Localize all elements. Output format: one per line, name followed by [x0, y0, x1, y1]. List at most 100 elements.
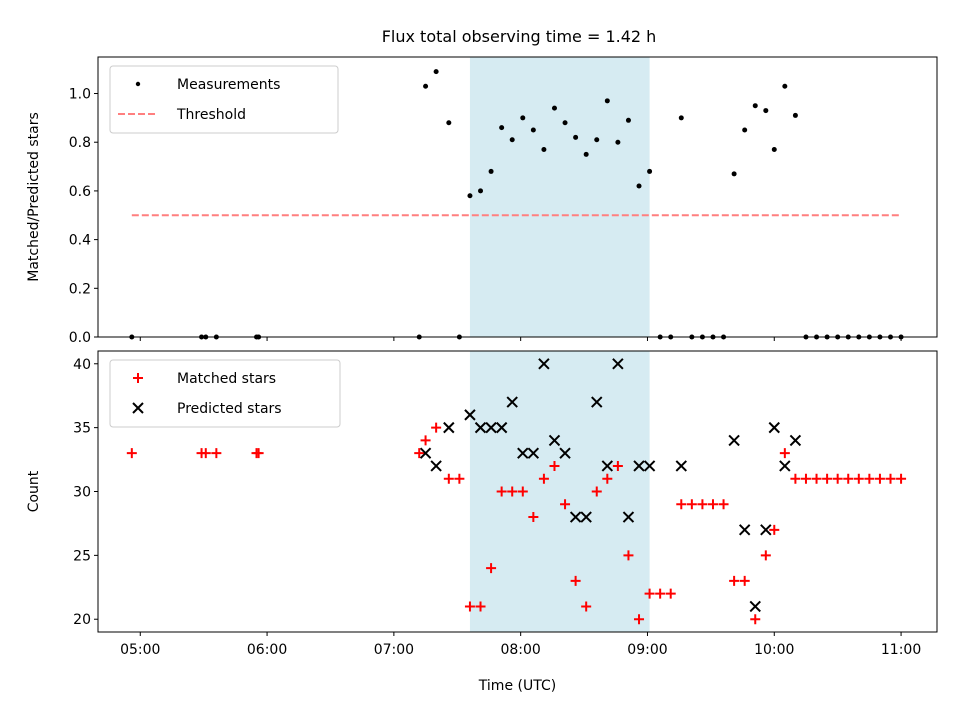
measurement-point	[488, 168, 494, 174]
measurement-point	[433, 69, 439, 75]
matched-star-point	[864, 473, 875, 484]
matched-star-point	[496, 486, 507, 497]
matched-star-point	[581, 601, 592, 612]
matched-star-point	[507, 486, 518, 497]
legend-predicted-stars-label: Predicted stars	[177, 401, 282, 417]
matched-star-point	[420, 435, 431, 446]
matched-star-point	[697, 499, 708, 510]
y-tick-label: 40	[73, 357, 91, 373]
predicted-star-point	[538, 358, 550, 370]
predicted-star-point	[622, 511, 635, 523]
predicted-star-point	[760, 524, 772, 536]
predicted-star-point	[548, 434, 561, 447]
measurement-point	[478, 188, 484, 194]
bottom-panel-axes: 20 25 30 35 40 05:00 06:00 07:00 08:00 09:00 10:00…	[73, 357, 921, 658]
y-tick-label: 0.8	[69, 135, 91, 151]
predicted-star-point	[591, 396, 603, 408]
matched-star-point	[612, 460, 623, 471]
predicted-star-point	[768, 421, 780, 434]
measurement-point	[423, 83, 429, 89]
matched-star-point	[623, 550, 634, 561]
matched-star-point	[414, 448, 425, 459]
matched-star-point	[528, 512, 539, 523]
matched-star-point	[602, 473, 613, 484]
measurement-point	[647, 168, 653, 174]
x-tick-label: 08:00	[500, 642, 540, 658]
matched-star-point	[686, 499, 697, 510]
predicted-star-point	[675, 460, 687, 472]
top-panel: 0.0 0.2 0.4 0.6 0.8 1.0 Matched/Predicted sta…	[26, 56, 938, 346]
measurement-point	[509, 137, 515, 143]
measurement-point	[792, 112, 798, 118]
matched-star-point	[126, 448, 137, 459]
matched-star-point	[644, 588, 655, 599]
matched-star-point	[800, 473, 811, 484]
legend-threshold-label: Threshold	[176, 107, 246, 123]
matched-star-point	[707, 499, 718, 510]
matched-star-point	[253, 448, 264, 459]
predicted-star-point	[559, 447, 571, 459]
matched-star-point	[760, 550, 771, 561]
predicted-star-point	[485, 421, 497, 434]
measurement-point	[771, 147, 777, 153]
measurement-point	[763, 108, 769, 114]
measurement-point	[562, 120, 568, 126]
predicted-star-point	[643, 460, 656, 472]
predicted-star-point	[601, 460, 614, 472]
matched-star-point	[591, 486, 602, 497]
predicted-star-point	[527, 447, 540, 459]
measurement-point	[520, 115, 526, 121]
predicted-star-point	[495, 421, 508, 434]
measurement-point	[467, 193, 473, 199]
matched-star-point	[885, 473, 896, 484]
measurement-point	[625, 117, 631, 123]
measurement-point	[636, 183, 642, 189]
bottom-panel-legend: Matched stars Predicted stars	[109, 359, 341, 428]
measurement-point	[782, 83, 788, 89]
y-tick-label: 25	[73, 548, 91, 564]
measurement-point	[573, 134, 579, 140]
observing-window-span	[469, 57, 650, 337]
measurement-point	[594, 137, 600, 143]
matched-star-point	[874, 473, 885, 484]
measurement-point	[499, 125, 505, 131]
matched-star-point	[811, 473, 822, 484]
x-tick-label: 07:00	[374, 642, 414, 658]
predicted-star-point	[569, 511, 582, 523]
top-panel-legend-box	[109, 65, 339, 134]
top-panel-legend: Measurements Threshold	[109, 65, 339, 134]
y-tick-label: 35	[73, 421, 91, 437]
legend-measurements-marker	[135, 81, 141, 87]
matched-star-point	[634, 614, 645, 625]
top-panel-ylabel: Matched/Predicted stars	[26, 112, 42, 282]
matched-star-point	[665, 588, 676, 599]
matched-star-point	[486, 563, 497, 574]
matched-star-point	[560, 499, 571, 510]
bottom-panel-marks	[126, 358, 907, 625]
matched-star-point	[853, 473, 864, 484]
matched-star-point	[729, 575, 740, 586]
predicted-star-point	[779, 460, 791, 472]
predicted-star-point	[738, 524, 751, 536]
matched-star-point	[655, 588, 666, 599]
y-tick-label: 20	[73, 612, 91, 628]
measurement-point	[551, 105, 557, 111]
y-tick-label: 0.6	[69, 184, 91, 200]
matched-star-point	[676, 499, 687, 510]
predicted-star-point	[506, 396, 518, 408]
legend-matched-stars-marker	[133, 373, 143, 383]
top-panel-axes: 0.0 0.2 0.4 0.6 0.8 1.0	[69, 87, 902, 346]
matched-star-point	[750, 614, 761, 625]
matched-star-point	[464, 601, 475, 612]
matched-star-point	[517, 486, 528, 497]
matched-star-point	[739, 575, 750, 586]
predicted-star-point	[443, 421, 455, 434]
bottom-panel-xlabel: Time (UTC)	[478, 678, 556, 694]
matched-star-point	[431, 422, 442, 433]
predicted-star-point	[517, 447, 529, 459]
matched-star-point	[538, 473, 549, 484]
measurement-point	[541, 147, 547, 153]
measurement-point	[742, 127, 748, 133]
matched-star-point	[896, 473, 907, 484]
